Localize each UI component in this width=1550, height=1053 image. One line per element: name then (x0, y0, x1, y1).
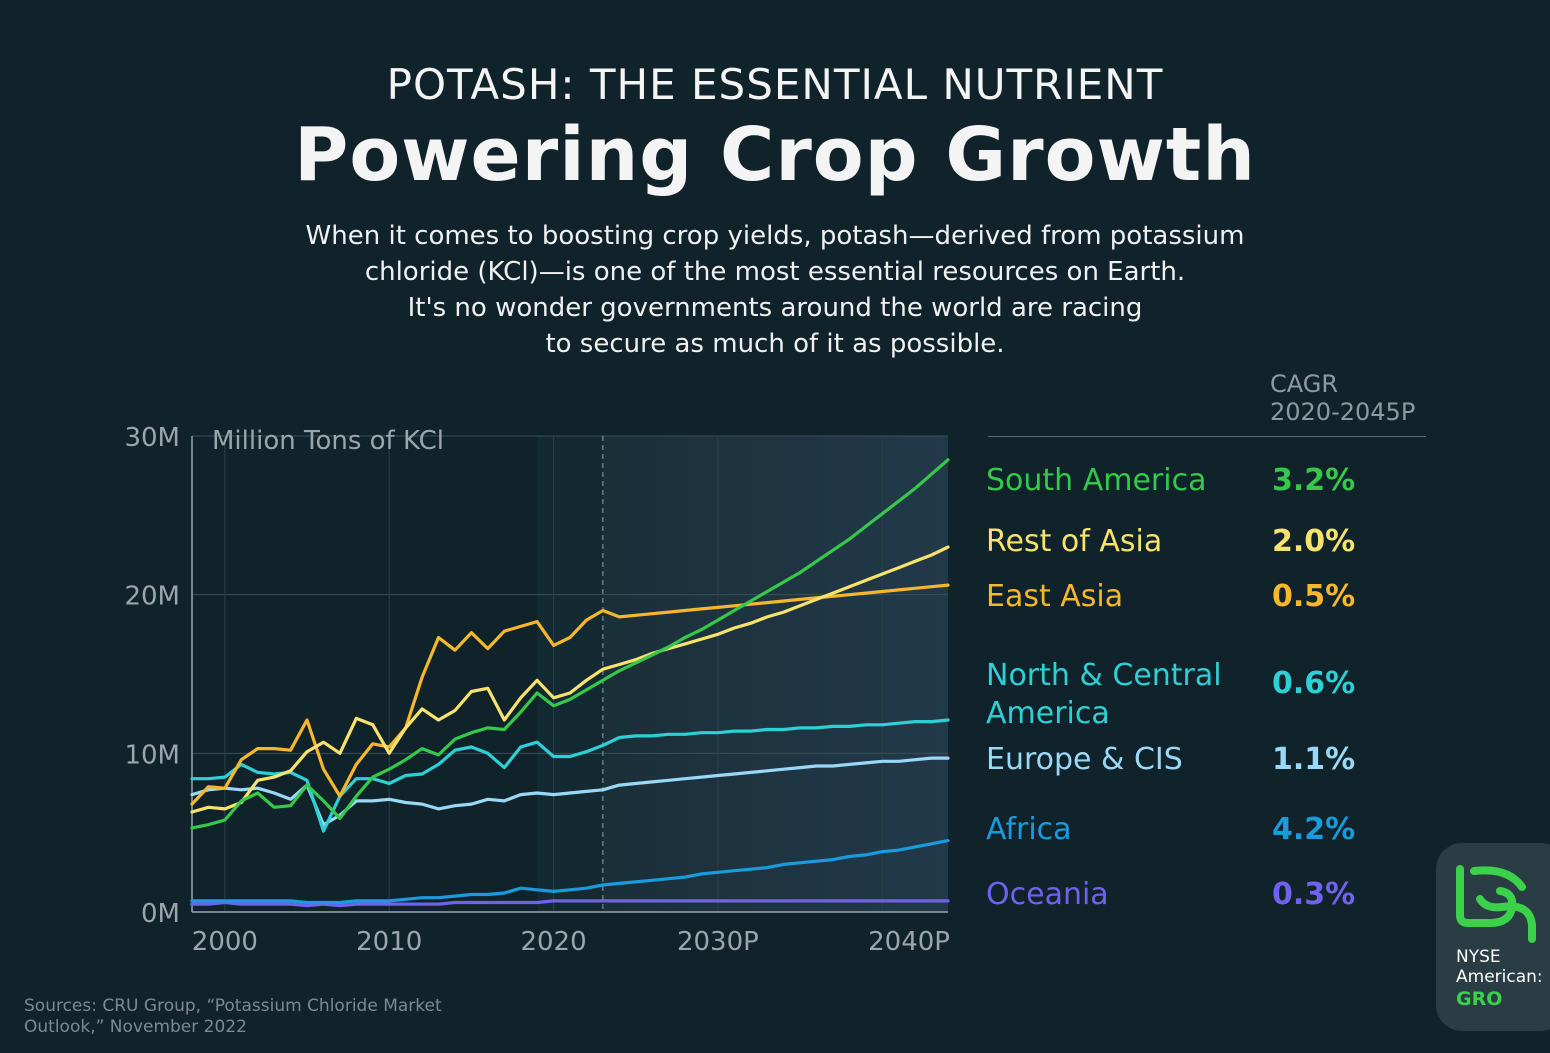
legend-name-north-central-america: North & Central America (986, 657, 1256, 733)
series-line-south-america (190, 458, 950, 830)
legend-cagr-north-central-america: 0.6% (1272, 666, 1356, 701)
x-tick-label: 2000 (192, 927, 258, 957)
cagr-header-line: CAGR (1270, 370, 1339, 398)
recent-shade (537, 436, 603, 912)
x-tick-label: 2040P (868, 927, 950, 957)
legend-divider (988, 436, 1426, 437)
intro-line: chloride (KCl)—is one of the most essent… (364, 257, 1186, 287)
intro-line: to secure as much of it as possible. (545, 329, 1005, 359)
badge-ticker: GRO (1456, 988, 1503, 1010)
intro-text: When it comes to boosting crop yields, p… (195, 218, 1355, 362)
legend-cagr-oceania: 0.3% (1272, 877, 1356, 912)
legend-name-line: North & Central (986, 658, 1222, 693)
cagr-header: CAGR 2020-2045P (1270, 370, 1415, 426)
ticker-badge: NYSE American: GRO (1436, 843, 1550, 1031)
y-tick-label: 0M (141, 899, 180, 929)
legend-name-line: America (986, 696, 1110, 731)
series-line-north-central-america (190, 718, 950, 833)
y-tick-label: 20M (124, 582, 180, 612)
intro-line: It's no wonder governments around the wo… (407, 293, 1143, 323)
x-tick-label: 2020 (520, 927, 586, 957)
legend-name-rest-of-asia: Rest of Asia (986, 524, 1163, 559)
x-tick-label: 2010 (356, 927, 422, 957)
series-line-oceania (190, 899, 950, 908)
y-tick-label: 10M (124, 740, 180, 770)
page-title: Powering Crop Growth (294, 112, 1256, 198)
legend-cagr-east-asia: 0.5% (1272, 579, 1356, 614)
y-tick-label: 30M (124, 423, 180, 453)
legend-name-east-asia: East Asia (986, 579, 1124, 614)
kicker: POTASH: THE ESSENTIAL NUTRIENT (386, 60, 1164, 109)
legend-cagr-south-america: 3.2% (1272, 463, 1356, 498)
legend-name-south-america: South America (986, 463, 1207, 498)
intro-line: When it comes to boosting crop yields, p… (305, 221, 1245, 251)
legend-name-africa: Africa (986, 812, 1072, 847)
source-note: Sources: CRU Group, “Potassium Chloride … (24, 996, 442, 1037)
cagr-header-line: 2020-2045P (1270, 398, 1416, 426)
legend-cagr-europe-cis: 1.1% (1272, 742, 1356, 777)
series-line-africa (190, 838, 950, 905)
badge-exchange-suffix: American: (1456, 967, 1543, 987)
legend-cagr-africa: 4.2% (1272, 812, 1356, 847)
company-logo-icon (1456, 865, 1536, 943)
legend-name-oceania: Oceania (986, 877, 1109, 912)
badge-exchange: NYSE (1456, 947, 1501, 967)
y-axis-label: Million Tons of KCl (212, 426, 444, 456)
x-tick-label: 2030P (677, 927, 759, 957)
series-line-rest-of-asia (190, 545, 950, 814)
legend-name-europe-cis: Europe & CIS (986, 742, 1183, 777)
projection-shade (602, 436, 948, 912)
legend-cagr-rest-of-asia: 2.0% (1272, 524, 1356, 559)
